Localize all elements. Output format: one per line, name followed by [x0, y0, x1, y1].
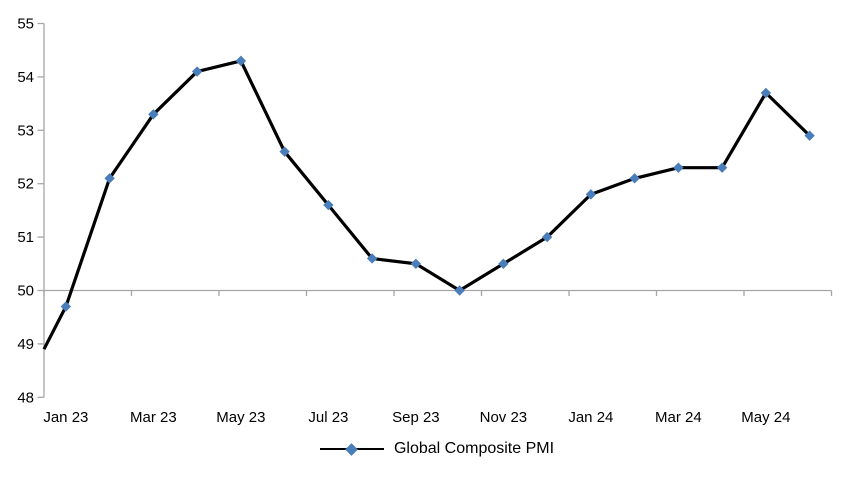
legend-series-label: Global Composite PMI	[393, 440, 555, 457]
x-tick-label: May 23	[216, 409, 265, 426]
x-tick-label: Nov 23	[480, 409, 528, 426]
x-tick-label: Sep 23	[392, 409, 440, 426]
x-tick-label: Jul 23	[308, 409, 348, 426]
data-point-marker	[454, 285, 465, 296]
data-point-marker	[60, 301, 72, 312]
y-tick-label: 53	[17, 122, 34, 139]
data-point-marker	[410, 258, 422, 269]
x-tick-label: Mar 23	[130, 409, 177, 426]
y-tick-label: 52	[17, 176, 34, 193]
data-point-marker	[323, 199, 334, 211]
data-point-marker	[235, 55, 247, 67]
legend-diamond-icon	[345, 442, 358, 456]
data-point-marker	[104, 173, 115, 184]
data-point-marker	[804, 130, 815, 141]
y-tick-label: 54	[17, 69, 34, 86]
legend-line-marker-icon	[319, 442, 384, 456]
data-point-marker	[541, 231, 553, 243]
x-tick-label: May 24	[741, 409, 790, 426]
series-line	[42, 59, 811, 350]
x-tick-label: Jan 23	[43, 409, 88, 426]
data-point-marker	[673, 162, 684, 173]
y-tick-label: 50	[17, 283, 34, 300]
data-point-marker	[279, 146, 290, 157]
data-point-marker	[760, 87, 772, 99]
chart-legend: Global Composite PMI	[22, 440, 852, 457]
data-point-marker	[716, 162, 728, 173]
data-point-marker	[191, 66, 203, 77]
y-tick-label: 49	[17, 336, 34, 353]
data-point-marker	[498, 258, 509, 269]
pmi-line-chart: 48 49 50 51 52 53 54 55 Jan 23 Mar 23 May 23 Jul 23…	[17, 16, 833, 426]
data-point-marker	[629, 173, 640, 184]
y-tick-label: 48	[17, 389, 34, 406]
data-point-marker	[585, 189, 597, 200]
x-tick-label: Mar 24	[655, 409, 702, 426]
y-tick-label: 51	[17, 229, 34, 246]
data-point-marker	[366, 253, 378, 264]
data-point-marker	[148, 109, 159, 120]
y-tick-label: 55	[17, 16, 34, 33]
x-tick-label: Jan 24	[568, 409, 613, 426]
